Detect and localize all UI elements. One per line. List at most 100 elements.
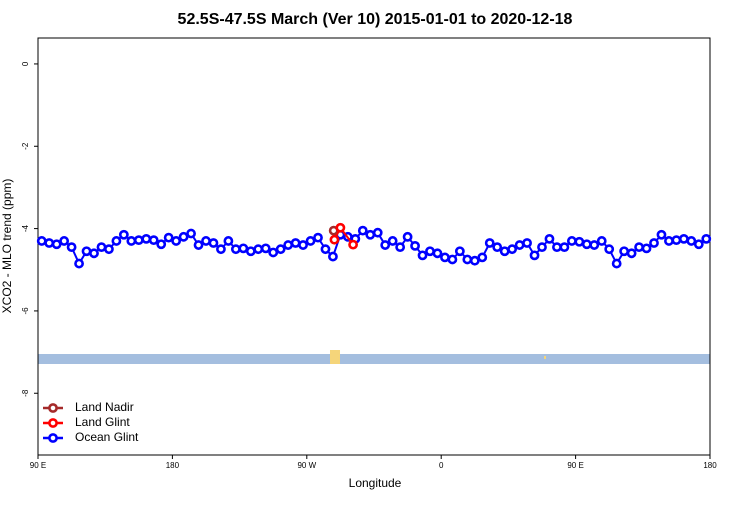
- data-point: [671, 235, 682, 246]
- data-point: [552, 242, 562, 253]
- data-point: [693, 239, 704, 250]
- data-point: [507, 244, 518, 255]
- data-point: [290, 238, 301, 248]
- data-point: [641, 243, 652, 254]
- land-strip: [544, 356, 546, 359]
- land-strip: [330, 350, 340, 364]
- data-point: [596, 236, 607, 246]
- data-point: [634, 242, 644, 253]
- data-point: [348, 239, 358, 250]
- data-point: [171, 236, 182, 246]
- data-point: [186, 228, 196, 239]
- x-tick-label: 180: [166, 461, 180, 470]
- data-point: [74, 258, 84, 269]
- data-point: [604, 244, 615, 255]
- data-point: [335, 222, 346, 233]
- data-point: [329, 234, 340, 245]
- data-point: [372, 227, 383, 238]
- data-point: [686, 236, 697, 246]
- data-point: [111, 236, 122, 246]
- data-point: [440, 252, 450, 263]
- data-point: [89, 248, 99, 259]
- data-point: [201, 236, 211, 246]
- x-tick-label: 90 E: [567, 461, 583, 470]
- data-point: [230, 244, 241, 255]
- legend-marker: [48, 433, 58, 443]
- data-point: [432, 248, 443, 259]
- data-point: [51, 239, 62, 250]
- data-point: [238, 243, 249, 254]
- ocean-strip: [38, 354, 710, 364]
- x-tick-label: 90 W: [297, 461, 316, 470]
- data-point: [537, 242, 547, 253]
- data-point: [275, 244, 286, 255]
- chart-title: 52.5S-47.5S March (Ver 10) 2015-01-01 to…: [178, 11, 573, 28]
- data-point: [380, 240, 391, 250]
- y-tick-label: -6: [21, 307, 30, 315]
- data-point: [216, 244, 226, 255]
- x-tick-label: 180: [703, 461, 717, 470]
- data-point: [619, 246, 630, 257]
- data-point: [328, 251, 338, 262]
- data-point: [118, 229, 129, 240]
- data-point: [283, 240, 294, 250]
- data-point: [96, 242, 107, 253]
- data-point: [223, 236, 234, 246]
- data-point: [417, 250, 428, 261]
- data-point: [649, 238, 659, 248]
- data-point: [268, 247, 279, 258]
- y-tick-label: 0: [21, 61, 30, 66]
- data-point: [126, 236, 137, 246]
- data-point: [664, 236, 674, 246]
- data-point: [477, 252, 488, 263]
- data-point: [626, 248, 637, 259]
- data-point: [104, 244, 114, 255]
- data-point: [566, 236, 577, 246]
- legend-marker: [48, 403, 58, 413]
- data-point: [529, 250, 540, 261]
- data-point: [141, 233, 152, 244]
- x-axis-label: Longitude: [349, 476, 402, 490]
- data-point: [678, 233, 689, 244]
- legend-marker: [48, 418, 58, 428]
- data-point: [469, 255, 480, 266]
- data-point: [499, 246, 510, 257]
- data-point: [260, 243, 271, 254]
- data-point: [544, 233, 555, 244]
- y-tick-label: -8: [21, 389, 30, 397]
- data-point: [81, 246, 92, 257]
- data-point: [133, 235, 144, 246]
- legend-label: Land Nadir: [75, 400, 134, 414]
- data-point: [387, 236, 398, 246]
- data-point: [313, 232, 323, 243]
- data-point: [589, 240, 600, 250]
- data-point: [59, 236, 70, 246]
- data-point: [402, 231, 413, 242]
- data-point: [454, 246, 465, 257]
- data-point: [514, 240, 525, 250]
- data-point: [156, 239, 167, 250]
- data-point: [66, 242, 77, 253]
- legend-label: Ocean Glint: [75, 430, 139, 444]
- data-point: [365, 229, 376, 240]
- plot-frame: [37, 37, 711, 456]
- data-point: [574, 236, 585, 247]
- data-point: [701, 233, 712, 244]
- data-point: [298, 240, 308, 250]
- data-point: [245, 246, 256, 257]
- x-tick-label: 0: [439, 461, 444, 470]
- legend-label: Land Glint: [75, 415, 130, 429]
- data-point: [208, 238, 219, 248]
- data-point: [581, 239, 592, 250]
- data-point: [36, 236, 47, 246]
- data-point: [492, 242, 503, 253]
- y-axis-label: XCO2 - MLO trend (ppm): [0, 179, 14, 314]
- data-point: [656, 229, 667, 240]
- data-point: [357, 225, 368, 236]
- data-point: [611, 258, 622, 269]
- data-point: [410, 240, 420, 251]
- data-point: [425, 246, 435, 257]
- y-tick-label: -4: [21, 224, 30, 232]
- data-point: [193, 240, 204, 250]
